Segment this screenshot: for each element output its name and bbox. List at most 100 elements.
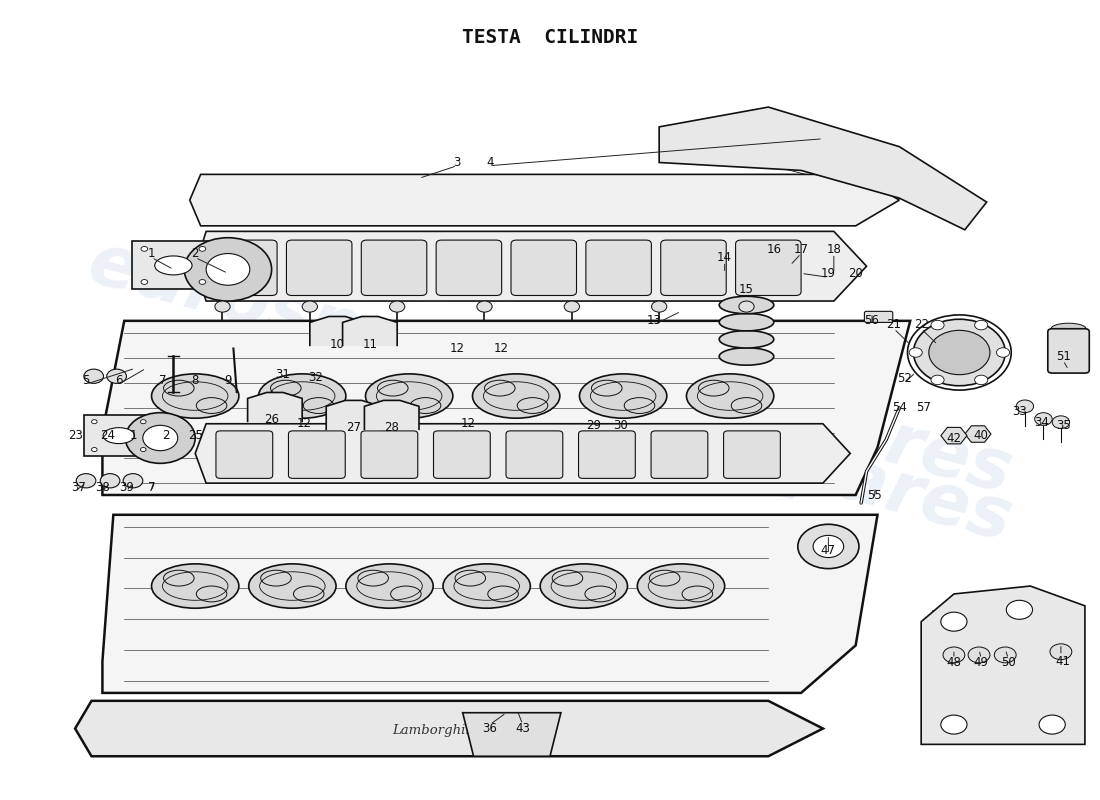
Text: 36: 36 bbox=[483, 722, 497, 735]
Ellipse shape bbox=[540, 564, 627, 608]
Circle shape bbox=[91, 447, 97, 451]
Circle shape bbox=[910, 348, 922, 358]
Circle shape bbox=[1040, 715, 1065, 734]
Text: eurospares: eurospares bbox=[561, 323, 1020, 508]
Text: 7: 7 bbox=[147, 481, 155, 494]
Text: 18: 18 bbox=[826, 243, 842, 256]
Ellipse shape bbox=[719, 314, 773, 331]
Ellipse shape bbox=[719, 296, 773, 314]
Circle shape bbox=[141, 447, 146, 451]
Circle shape bbox=[975, 375, 988, 385]
Circle shape bbox=[931, 375, 944, 385]
Circle shape bbox=[107, 369, 126, 383]
FancyBboxPatch shape bbox=[288, 431, 345, 478]
FancyBboxPatch shape bbox=[361, 431, 418, 478]
Circle shape bbox=[91, 420, 97, 424]
Circle shape bbox=[1050, 644, 1071, 660]
Text: 12: 12 bbox=[297, 418, 312, 430]
Text: 16: 16 bbox=[767, 243, 781, 256]
Polygon shape bbox=[195, 424, 850, 483]
FancyBboxPatch shape bbox=[865, 311, 893, 322]
FancyBboxPatch shape bbox=[211, 240, 277, 295]
Ellipse shape bbox=[249, 564, 336, 608]
Polygon shape bbox=[102, 321, 910, 495]
FancyBboxPatch shape bbox=[651, 431, 707, 478]
Text: 8: 8 bbox=[191, 374, 199, 386]
Polygon shape bbox=[659, 107, 987, 230]
Polygon shape bbox=[940, 427, 967, 444]
Ellipse shape bbox=[152, 564, 239, 608]
Circle shape bbox=[141, 246, 147, 251]
Circle shape bbox=[141, 279, 147, 284]
Polygon shape bbox=[310, 317, 364, 346]
Polygon shape bbox=[921, 586, 1085, 744]
Text: 55: 55 bbox=[867, 489, 881, 502]
Bar bbox=[84, 415, 154, 456]
Polygon shape bbox=[75, 701, 823, 756]
Text: 22: 22 bbox=[914, 318, 928, 331]
Circle shape bbox=[798, 524, 859, 569]
Text: 1: 1 bbox=[147, 247, 155, 260]
Text: 20: 20 bbox=[848, 267, 864, 280]
Circle shape bbox=[199, 246, 206, 251]
Polygon shape bbox=[965, 426, 991, 442]
Text: 47: 47 bbox=[821, 544, 836, 557]
FancyBboxPatch shape bbox=[437, 240, 502, 295]
Circle shape bbox=[813, 535, 844, 558]
Text: 12: 12 bbox=[461, 418, 475, 430]
FancyBboxPatch shape bbox=[724, 431, 780, 478]
Circle shape bbox=[651, 301, 667, 312]
Circle shape bbox=[1016, 400, 1034, 413]
Ellipse shape bbox=[365, 374, 453, 418]
Circle shape bbox=[994, 647, 1016, 663]
Circle shape bbox=[997, 348, 1010, 358]
Circle shape bbox=[100, 474, 120, 488]
Polygon shape bbox=[102, 514, 878, 693]
Ellipse shape bbox=[152, 374, 239, 418]
Text: eurospares: eurospares bbox=[80, 229, 539, 414]
Text: 41: 41 bbox=[1056, 654, 1070, 668]
Circle shape bbox=[739, 301, 755, 312]
Text: 35: 35 bbox=[1056, 419, 1070, 432]
Circle shape bbox=[1053, 416, 1069, 429]
Polygon shape bbox=[195, 231, 867, 301]
Circle shape bbox=[302, 301, 318, 312]
Text: 56: 56 bbox=[865, 314, 880, 327]
Circle shape bbox=[968, 647, 990, 663]
FancyBboxPatch shape bbox=[586, 240, 651, 295]
Text: 14: 14 bbox=[717, 251, 733, 264]
Circle shape bbox=[477, 301, 492, 312]
Text: 11: 11 bbox=[362, 338, 377, 351]
Text: 38: 38 bbox=[95, 481, 110, 494]
FancyBboxPatch shape bbox=[216, 431, 273, 478]
Text: 27: 27 bbox=[346, 422, 361, 434]
Text: 15: 15 bbox=[739, 282, 754, 296]
Text: 43: 43 bbox=[515, 722, 530, 735]
Text: 28: 28 bbox=[384, 422, 399, 434]
Text: 17: 17 bbox=[793, 243, 808, 256]
Text: 12: 12 bbox=[494, 342, 508, 355]
Text: 3: 3 bbox=[453, 156, 461, 169]
Text: 19: 19 bbox=[821, 267, 836, 280]
Text: 13: 13 bbox=[647, 314, 661, 327]
Circle shape bbox=[199, 279, 206, 284]
FancyBboxPatch shape bbox=[736, 240, 801, 295]
FancyBboxPatch shape bbox=[286, 240, 352, 295]
Text: 5: 5 bbox=[82, 374, 90, 386]
Text: 10: 10 bbox=[330, 338, 344, 351]
Text: 32: 32 bbox=[308, 371, 322, 384]
Circle shape bbox=[143, 426, 178, 450]
Text: 39: 39 bbox=[119, 481, 134, 494]
Ellipse shape bbox=[155, 256, 192, 275]
Text: 34: 34 bbox=[1034, 416, 1048, 429]
Ellipse shape bbox=[580, 374, 667, 418]
Ellipse shape bbox=[345, 564, 433, 608]
Text: 21: 21 bbox=[887, 318, 901, 331]
Text: 54: 54 bbox=[892, 402, 906, 414]
Circle shape bbox=[913, 319, 1005, 386]
Text: 52: 52 bbox=[898, 372, 912, 385]
Polygon shape bbox=[327, 400, 381, 430]
Text: 26: 26 bbox=[264, 414, 279, 426]
Text: 24: 24 bbox=[100, 429, 116, 442]
Circle shape bbox=[214, 301, 230, 312]
